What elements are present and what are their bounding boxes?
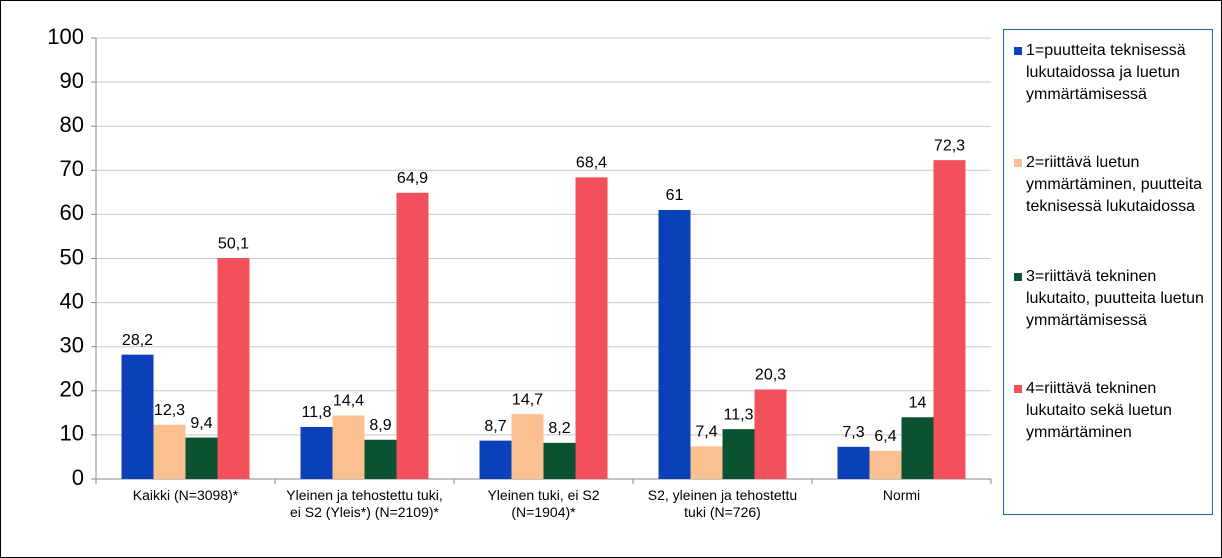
data-label: 8,2 <box>548 420 570 437</box>
y-tick-label: 10 <box>60 421 84 446</box>
bar <box>153 424 186 479</box>
y-tick-label: 20 <box>60 377 84 402</box>
bar <box>332 415 365 479</box>
x-tick-label: Yleinen ja tehostettu tuki, ei S2 (Yleis… <box>286 487 443 520</box>
x-tick-label: Kaikki (N=3098)* <box>132 487 239 503</box>
bar <box>722 429 755 479</box>
legend-label: 1=puutteita teknisessä lukutaidossa ja l… <box>1026 42 1186 103</box>
y-tick-label: 100 <box>47 24 84 49</box>
legend-swatch <box>1014 273 1022 281</box>
bar <box>933 160 966 480</box>
y-tick-label: 90 <box>60 68 84 93</box>
bar <box>543 442 576 479</box>
data-label: 14,4 <box>333 393 364 410</box>
x-tick-label: Yleinen tuki, ei S2 (N=1904)* <box>487 487 600 520</box>
bar <box>901 417 934 479</box>
bar <box>869 450 902 479</box>
y-tick-label: 50 <box>60 244 84 269</box>
bar <box>479 440 512 479</box>
legend-swatch <box>1014 385 1022 393</box>
y-tick-label: 80 <box>60 112 84 137</box>
bar <box>511 414 544 479</box>
data-label: 11,3 <box>724 406 754 423</box>
data-label: 6,4 <box>874 428 896 445</box>
legend-label: 3=riittävä tekninen lukutaito, puutteita… <box>1026 268 1204 329</box>
data-label: 12,3 <box>154 402 185 419</box>
bar <box>658 209 691 480</box>
bar <box>690 446 723 479</box>
legend-label: 4=riittävä tekninen lukutaito sekä luetu… <box>1026 380 1172 441</box>
data-label: 14,7 <box>512 391 543 408</box>
legend-swatch <box>1014 159 1022 167</box>
bar <box>396 192 429 479</box>
plot: 0 10 20 30 40 50 60 70 80 90 100 28,2 12,3 9,4 50,1 11,… <box>47 24 992 490</box>
bar <box>300 426 333 479</box>
data-label: 8,7 <box>484 418 506 435</box>
y-tick-label: 30 <box>60 333 84 358</box>
data-label: 64,9 <box>397 170 428 187</box>
data-label: 7,3 <box>842 424 864 441</box>
data-label: 61 <box>666 187 684 204</box>
x-tick-label: Normi <box>882 487 921 503</box>
bar <box>575 177 608 479</box>
data-label: 28,2 <box>122 332 153 349</box>
data-label: 11,8 <box>302 404 332 421</box>
data-label: 9,4 <box>190 415 212 432</box>
bar <box>217 258 250 479</box>
bar <box>121 354 154 479</box>
bar <box>754 389 787 479</box>
data-label: 7,4 <box>695 424 717 441</box>
data-label: 72,3 <box>934 137 965 154</box>
legend-swatch <box>1014 47 1022 55</box>
data-label: 20,3 <box>755 367 786 384</box>
bar <box>364 439 397 479</box>
y-tick-label: 0 <box>72 465 84 490</box>
x-tick-label: S2, yleinen ja tehostettu tuki (N=726) <box>647 487 798 520</box>
data-label: 68,4 <box>576 155 607 172</box>
y-tick-label: 40 <box>60 288 84 313</box>
data-label: 50,1 <box>218 235 249 252</box>
legend-label: 2=riittävä luetun ymmärtäminen, puutteit… <box>1026 154 1203 215</box>
bar <box>837 446 870 479</box>
y-tick-label: 70 <box>60 156 84 181</box>
bar <box>185 437 218 479</box>
y-tick-label: 60 <box>60 200 84 225</box>
legend: 1=puutteita teknisessä lukutaidossa ja l… <box>1003 29 1213 515</box>
data-label: 14 <box>909 394 927 411</box>
data-label: 8,9 <box>369 417 391 434</box>
